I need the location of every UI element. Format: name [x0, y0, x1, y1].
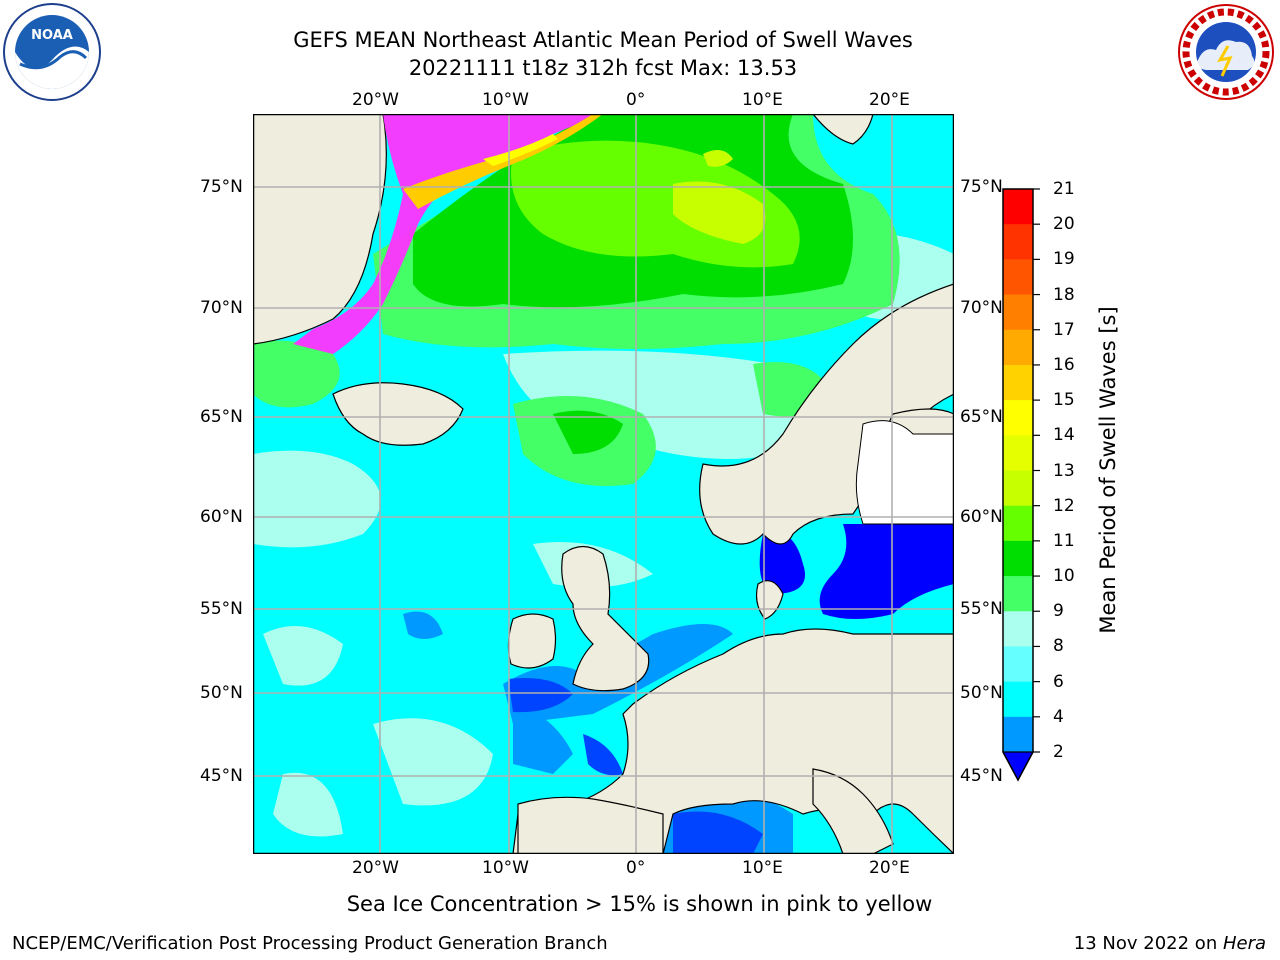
colorbar-tick-label: 20 [1053, 214, 1075, 235]
colorbar-tick-label: 14 [1053, 425, 1075, 446]
lat-right-60n: 60°N [960, 507, 1003, 527]
lat-right-65n: 65°N [960, 407, 1003, 427]
credit-footer: NCEP/EMC/Verification Post Processing Pr… [12, 933, 608, 954]
colorbar-tick-label: 4 [1053, 706, 1064, 727]
colorbar-tick-label: 15 [1053, 390, 1075, 411]
lon-bottom-10e: 10°E [742, 858, 783, 878]
colorbar-extend-arrow [1001, 751, 1035, 782]
date-text: 13 Nov 2022 on [1073, 933, 1223, 954]
lon-top-0: 0° [626, 90, 646, 110]
colorbar-segment [1003, 611, 1033, 647]
colorbar-segment [1003, 716, 1033, 753]
baltic-sea-east [819, 524, 954, 619]
colorbar-segments [1003, 189, 1033, 753]
colorbar-tick-label: 9 [1053, 601, 1064, 622]
colorbar-tick-label: 16 [1053, 354, 1075, 375]
colorbar-tick-label: 17 [1053, 319, 1075, 340]
lon-bottom-20w: 20°W [352, 858, 399, 878]
colorbar-segment [1003, 224, 1033, 260]
colorbar-tick-label: 8 [1053, 636, 1064, 657]
lat-right-70n: 70°N [960, 298, 1003, 318]
colorbar-tick-label: 2 [1053, 742, 1064, 762]
lat-left-75n: 75°N [200, 177, 243, 197]
colorbar-segment [1003, 576, 1033, 612]
colorbar-tick-label: 19 [1053, 249, 1075, 270]
lat-left-60n: 60°N [200, 507, 243, 527]
noaa-logo-text: NOAA [31, 28, 73, 43]
colorbar-axis-label: Mean Period of Swell Waves [s] [1096, 306, 1120, 634]
lat-left-65n: 65°N [200, 407, 243, 427]
lon-bottom-10w: 10°W [482, 858, 529, 878]
sea-ice-caption: Sea Ice Concentration > 15% is shown in … [346, 892, 933, 916]
colorbar-segment [1003, 400, 1033, 436]
lat-left-45n: 45°N [200, 766, 243, 786]
date-footer: 13 Nov 2022 on Hera [1074, 933, 1266, 955]
swell-band-13s [673, 150, 766, 244]
lat-right-45n: 45°N [960, 766, 1003, 786]
noaa-logo: NOAA [3, 3, 101, 101]
lon-bottom-0: 0° [626, 858, 646, 878]
graticule [253, 114, 954, 854]
colorbar-segment [1003, 189, 1033, 225]
colorbar-tick-label: 21 [1053, 179, 1075, 199]
lon-top-20w: 20°W [352, 90, 399, 110]
lat-left-70n: 70°N [200, 298, 243, 318]
colorbar-segment [1003, 259, 1033, 296]
colorbar-segment [1003, 364, 1033, 401]
lat-left-50n: 50°N [200, 683, 243, 703]
colorbar-tick-labels: 21 20 19 18 17 16 15 14 13 12 11 10 9 8 6 4 2 [1053, 179, 1113, 770]
lon-top-10e: 10°E [742, 90, 783, 110]
chart-title-line1: GEFS MEAN Northeast Atlantic Mean Period… [293, 28, 913, 52]
colorbar [1001, 188, 1040, 782]
lon-top-10w: 10°W [482, 90, 529, 110]
chart-title-line2: 20221111 t18z 312h fcst Max: 13.53 [408, 56, 798, 80]
colorbar-segment [1003, 435, 1033, 471]
colorbar-segment [1003, 294, 1033, 331]
colorbar-ticks [1033, 188, 1040, 753]
lat-left-55n: 55°N [200, 599, 243, 619]
colorbar-tick-label: 6 [1053, 671, 1064, 692]
baltic-sea-low [759, 532, 805, 594]
map-panel[interactable] [253, 114, 954, 854]
lon-bottom-20e: 20°E [869, 858, 910, 878]
colorbar-segment [1003, 540, 1033, 577]
colorbar-tick-label: 10 [1053, 566, 1075, 587]
lat-right-55n: 55°N [960, 599, 1003, 619]
colorbar-tick-label: 18 [1053, 284, 1075, 305]
sea-ice-edge [293, 114, 603, 354]
lat-right-75n: 75°N [960, 177, 1003, 197]
colorbar-tick-label: 13 [1053, 460, 1075, 481]
colorbar-tick-label: 11 [1053, 530, 1075, 551]
colorbar-tick-label: 12 [1053, 495, 1075, 516]
colorbar-segment [1003, 646, 1033, 683]
nws-logo [1178, 4, 1274, 100]
colorbar-segment [1003, 329, 1033, 366]
sweden-missing-area [855, 420, 954, 525]
colorbar-segment [1003, 470, 1033, 507]
colorbar-segment [1003, 681, 1033, 718]
lat-right-50n: 50°N [960, 683, 1003, 703]
lon-top-20e: 20°E [869, 90, 910, 110]
colorbar-segment [1003, 505, 1033, 542]
machine-name: Hera [1222, 933, 1266, 954]
map-frame [253, 114, 954, 854]
colorbar-frame [1002, 188, 1034, 782]
